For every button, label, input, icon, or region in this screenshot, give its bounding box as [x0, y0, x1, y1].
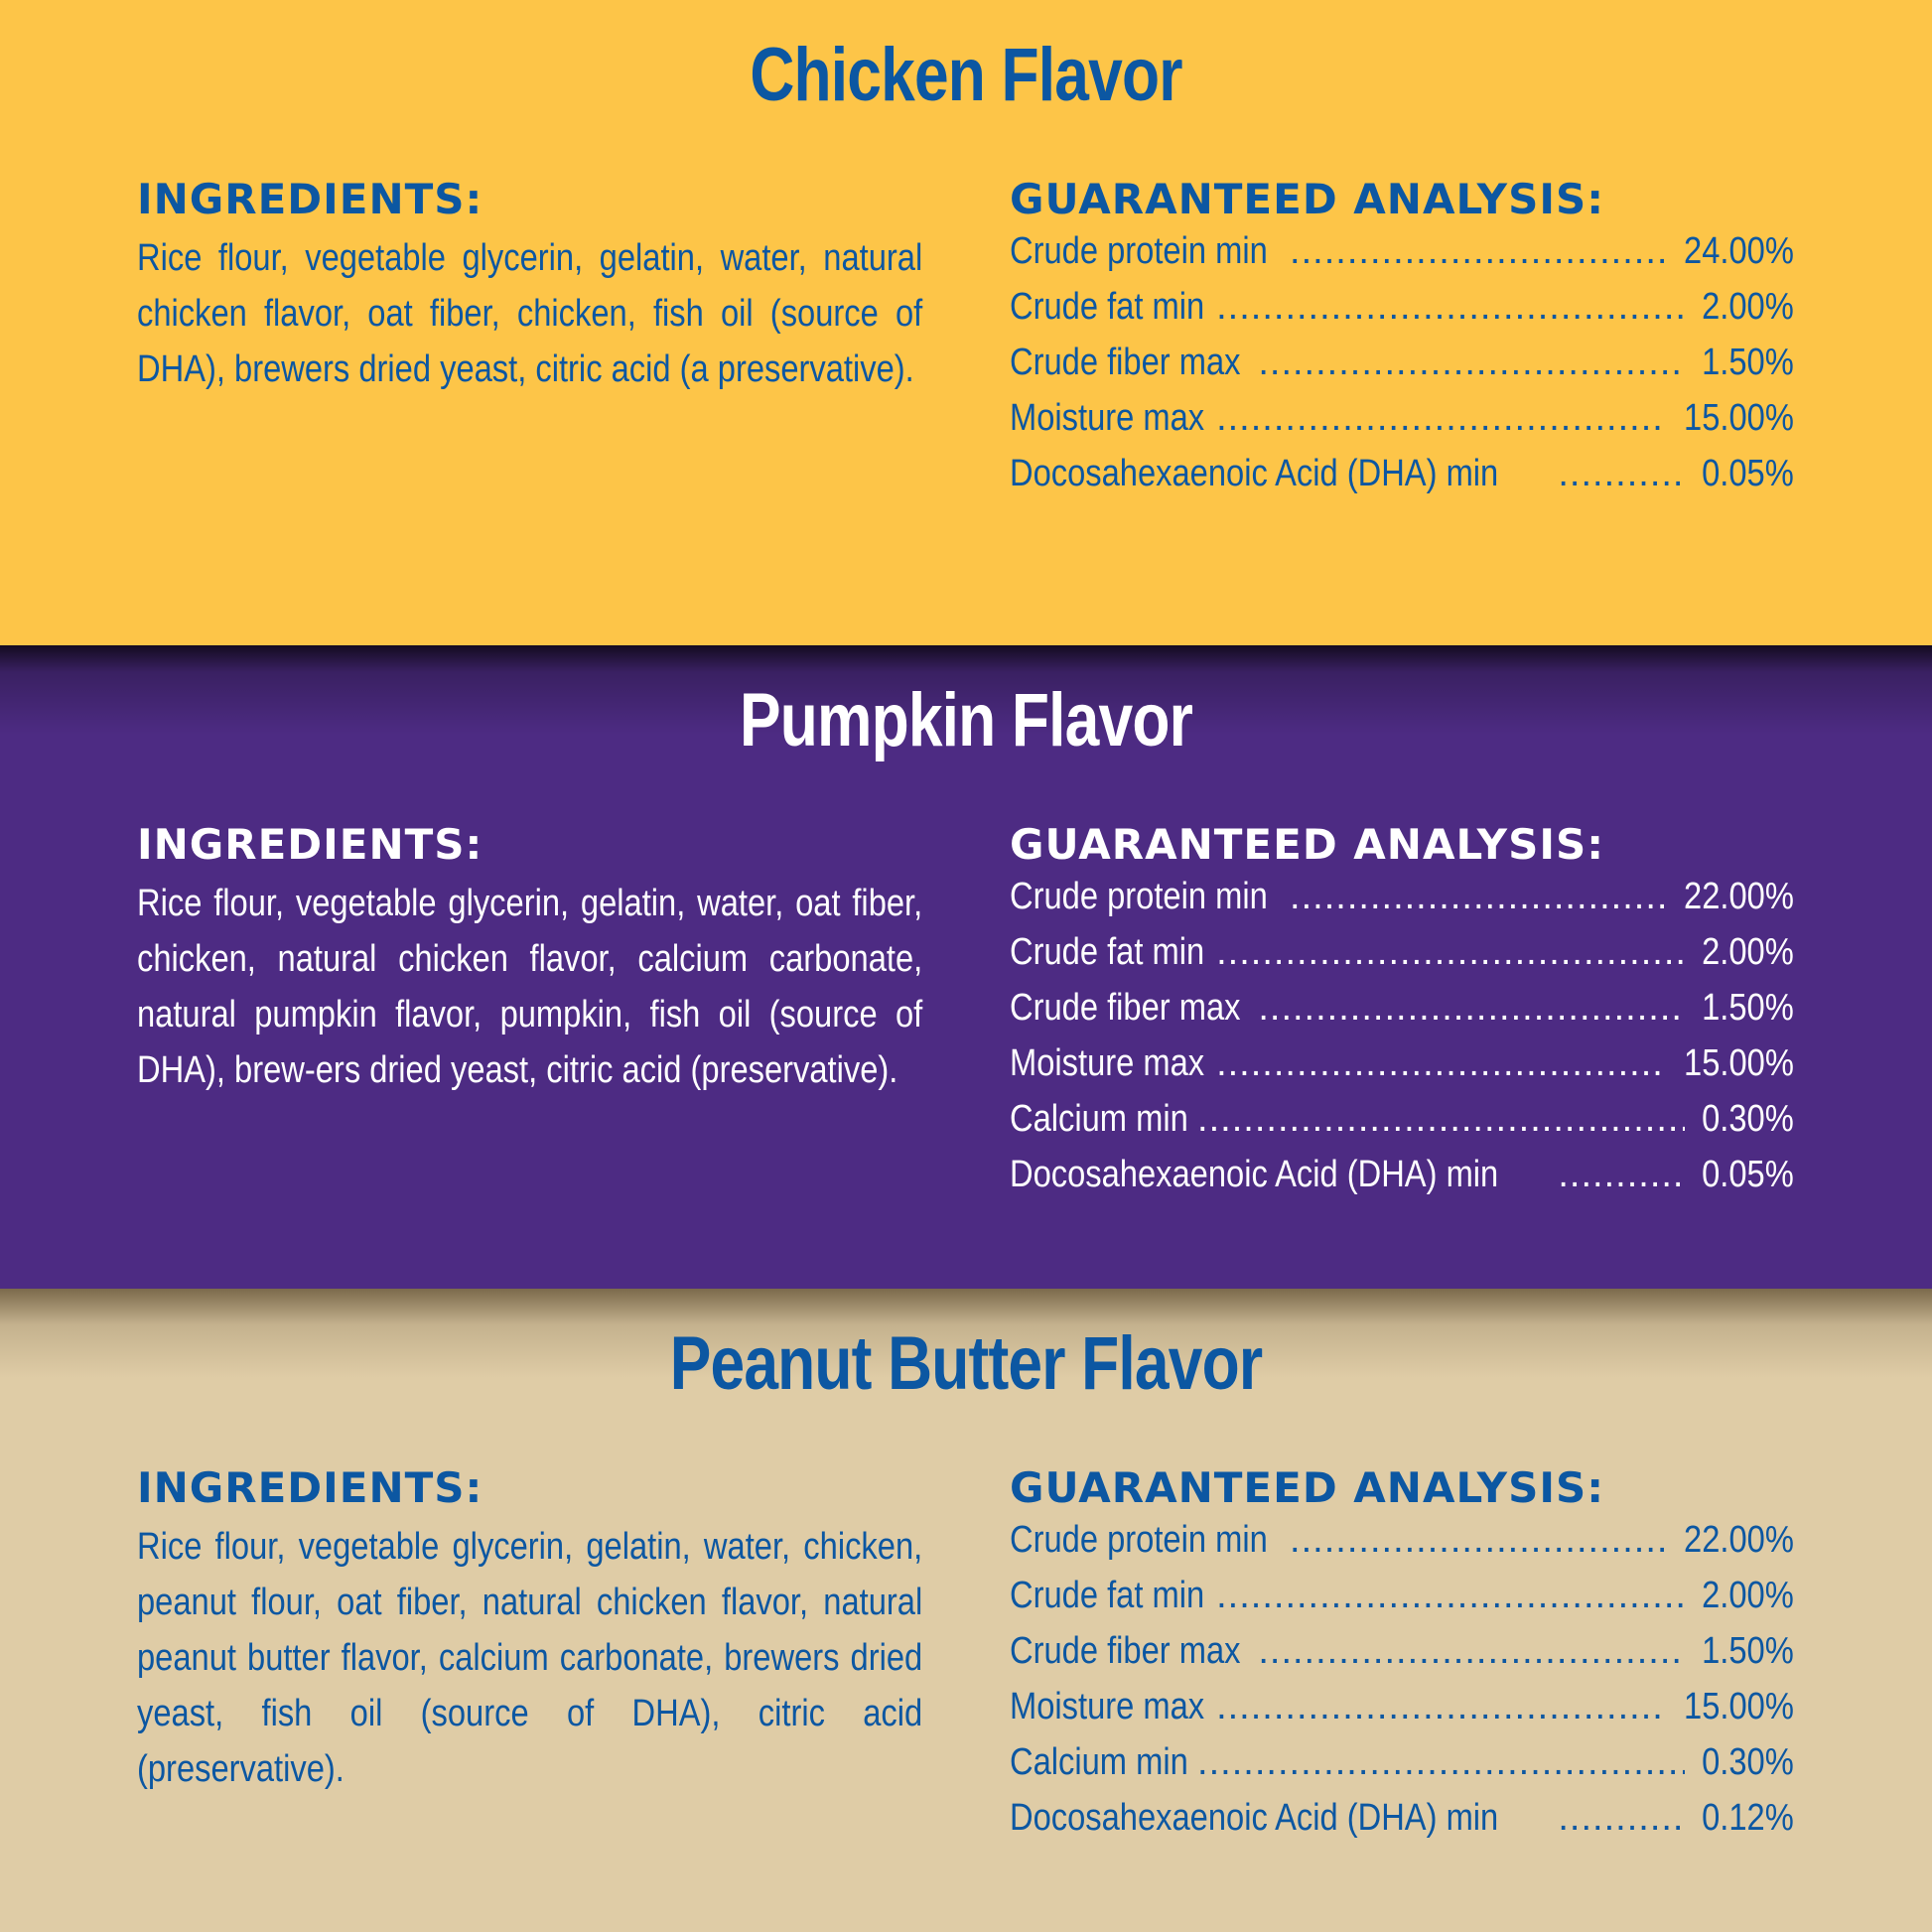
analysis-value: 1.50%	[1702, 1630, 1794, 1672]
analysis-label: Crude protein min	[1010, 1519, 1268, 1561]
analysis-heading: GUARANTEED ANALYSIS:	[1010, 1463, 1605, 1512]
analysis-value: 0.05%	[1702, 1154, 1794, 1195]
analysis-row: Crude protein min 22.00%	[1010, 1519, 1794, 1575]
ingredients-text: Rice flour, vegetable glycerin, gelatin,…	[137, 1526, 923, 1790]
analysis-value: 0.30%	[1702, 1741, 1794, 1783]
analysis-value: 22.00%	[1684, 1519, 1794, 1561]
dot-leader	[1216, 1575, 1685, 1617]
chicken-flavor-section: Chicken Flavor INGREDIENTS: Rice flour, …	[0, 0, 1932, 645]
dot-leader	[1197, 1741, 1685, 1784]
analysis-value: 0.30%	[1702, 1098, 1794, 1140]
analysis-list: Crude protein min 22.00% Crude fat min 2.00…	[1010, 1519, 1794, 1853]
peanut-butter-flavor-section: Peanut Butter Flavor INGREDIENTS: Rice f…	[0, 1289, 1932, 1932]
analysis-label: Docosahexaenoic Acid (DHA) min	[1010, 1797, 1499, 1839]
analysis-label: Crude fiber max	[1010, 342, 1241, 383]
dot-leader	[1258, 987, 1685, 1030]
analysis-list: Crude protein min 24.00% Crude fat min 2.00…	[1010, 230, 1794, 508]
section-title: Peanut Butter Flavor	[669, 1321, 1263, 1406]
analysis-row: Crude protein min 22.00%	[1010, 876, 1794, 931]
dot-leader	[1558, 1797, 1685, 1840]
analysis-heading: GUARANTEED ANALYSIS:	[1010, 175, 1605, 223]
dot-leader	[1216, 397, 1664, 440]
analysis-list: Crude protein min 22.00% Crude fat min 2.00…	[1010, 876, 1794, 1209]
analysis-label: Crude fat min	[1010, 931, 1205, 973]
analysis-label: Docosahexaenoic Acid (DHA) min	[1010, 453, 1499, 494]
ingredients-text: Rice flour, vegetable glycerin, gelatin,…	[137, 237, 923, 390]
dot-leader	[1290, 230, 1664, 273]
dot-leader	[1558, 1154, 1685, 1196]
dot-leader	[1558, 453, 1685, 495]
analysis-row: Moisture max 15.00%	[1010, 397, 1794, 453]
analysis-row: Crude fat min 2.00%	[1010, 286, 1794, 342]
analysis-value: 2.00%	[1702, 931, 1794, 973]
dot-leader	[1216, 1686, 1664, 1728]
analysis-label: Crude protein min	[1010, 230, 1268, 272]
analysis-label: Docosahexaenoic Acid (DHA) min	[1010, 1154, 1499, 1195]
analysis-label: Moisture max	[1010, 1686, 1205, 1727]
analysis-value: 24.00%	[1684, 230, 1794, 272]
dot-leader	[1290, 876, 1664, 918]
analysis-value: 15.00%	[1684, 1686, 1794, 1727]
analysis-row: Crude protein min 24.00%	[1010, 230, 1794, 286]
analysis-value: 2.00%	[1702, 286, 1794, 328]
analysis-row: Moisture max 15.00%	[1010, 1042, 1794, 1098]
analysis-label: Crude protein min	[1010, 876, 1268, 917]
analysis-row: Docosahexaenoic Acid (DHA) min 0.12%	[1010, 1797, 1794, 1853]
analysis-label: Moisture max	[1010, 397, 1205, 439]
analysis-row: Calcium min 0.30%	[1010, 1098, 1794, 1154]
dot-leader	[1290, 1519, 1664, 1562]
analysis-label: Crude fat min	[1010, 1575, 1205, 1616]
analysis-row: Crude fat min 2.00%	[1010, 1575, 1794, 1630]
analysis-value: 15.00%	[1684, 1042, 1794, 1084]
analysis-value: 0.05%	[1702, 453, 1794, 494]
pumpkin-flavor-section: Pumpkin Flavor INGREDIENTS: Rice flour, …	[0, 645, 1932, 1289]
ingredients-heading: INGREDIENTS:	[137, 1463, 483, 1512]
analysis-row: Calcium min 0.30%	[1010, 1741, 1794, 1797]
ingredients-text: Rice flour, vegetable glycerin, gelatin,…	[137, 883, 923, 1091]
analysis-row: Docosahexaenoic Acid (DHA) min 0.05%	[1010, 1154, 1794, 1209]
analysis-label: Crude fiber max	[1010, 1630, 1241, 1672]
analysis-value: 22.00%	[1684, 876, 1794, 917]
section-title: Chicken Flavor	[750, 33, 1182, 117]
ingredients-heading: INGREDIENTS:	[137, 175, 483, 223]
analysis-value: 15.00%	[1684, 397, 1794, 439]
ingredients-heading: INGREDIENTS:	[137, 820, 483, 869]
analysis-label: Crude fat min	[1010, 286, 1205, 328]
dot-leader	[1258, 342, 1685, 384]
analysis-label: Calcium min	[1010, 1098, 1188, 1140]
analysis-row: Docosahexaenoic Acid (DHA) min 0.05%	[1010, 453, 1794, 508]
dot-leader	[1216, 286, 1685, 329]
analysis-value: 1.50%	[1702, 987, 1794, 1029]
analysis-row: Crude fiber max 1.50%	[1010, 1630, 1794, 1686]
analysis-row: Crude fat min 2.00%	[1010, 931, 1794, 987]
analysis-row: Moisture max 15.00%	[1010, 1686, 1794, 1741]
analysis-row: Crude fiber max 1.50%	[1010, 342, 1794, 397]
analysis-label: Calcium min	[1010, 1741, 1188, 1783]
analysis-value: 1.50%	[1702, 342, 1794, 383]
analysis-value: 0.12%	[1702, 1797, 1794, 1839]
analysis-heading: GUARANTEED ANALYSIS:	[1010, 820, 1605, 869]
analysis-value: 2.00%	[1702, 1575, 1794, 1616]
section-title: Pumpkin Flavor	[739, 678, 1193, 762]
dot-leader	[1216, 931, 1685, 974]
dot-leader	[1197, 1098, 1685, 1141]
analysis-label: Crude fiber max	[1010, 987, 1241, 1029]
dot-leader	[1216, 1042, 1664, 1085]
dot-leader	[1258, 1630, 1685, 1673]
analysis-row: Crude fiber max 1.50%	[1010, 987, 1794, 1042]
analysis-label: Moisture max	[1010, 1042, 1205, 1084]
